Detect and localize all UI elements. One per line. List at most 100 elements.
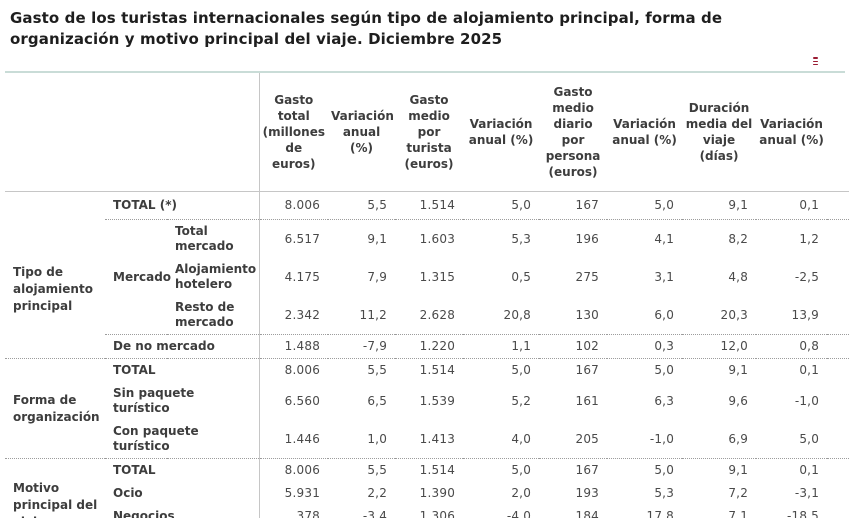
data-cell: 5,3 [654,486,675,501]
data-cell: 2.342 [258,296,329,336]
data-cell: 5,2 [511,393,532,408]
row-label: Ocio [113,486,143,501]
data-cell: 5,0 [607,191,683,221]
table-row: Resto de mercado 2.342 11,2 2.628 20,8 1… [5,296,850,336]
row-label: TOTAL [113,463,156,478]
data-cell: 5,0 [654,463,675,478]
data-cell: 1,1 [463,334,540,360]
kebab-dot [813,64,818,66]
data-cell: 378 [258,505,329,518]
data-table-frame: Gasto total (millones de euros) Variació… [5,71,850,518]
col-header: Variación anual (%) [607,73,683,193]
data-cell: 5,0 [463,191,540,221]
data-cell: 6,9 [682,420,757,460]
data-cell: 161 [575,393,600,408]
col-header: Gasto medio diario por persona (euros) [539,73,608,193]
data-cell: 13,9 [756,296,828,336]
data-cell: 0,5 [511,269,532,284]
data-cell: 1.514 [419,463,456,478]
row-spacer [827,220,849,259]
data-cell: 5,0 [511,463,532,478]
data-cell: 102 [539,334,608,360]
data-cell: 4,8 [728,269,749,284]
row-spacer [827,459,849,483]
data-cell: 1.603 [419,231,456,246]
data-cell: 9,1 [728,363,749,378]
header-spacer [827,73,850,193]
data-cell: 9,1 [682,191,757,221]
group-label: Forma de organización [5,358,105,460]
row-spacer [827,382,849,420]
data-cell: 5,0 [654,363,675,378]
data-cell: -7,9 [328,334,396,360]
toolbar [5,49,845,71]
data-cell: 0,3 [607,334,683,360]
data-cell: 8.006 [258,358,329,383]
data-cell: 0,1 [799,363,820,378]
data-cell: 0,8 [756,334,828,360]
data-cell: 12,0 [682,334,757,360]
table-row: TOTAL (*) 8.006 5,5 1.514 5,0 167 5,0 9,… [5,191,850,221]
table-row: Negocios 378 -3,4 1.306 -4,0 184 17,8 7,… [5,505,849,518]
row-label: TOTAL [113,363,156,378]
data-cell: 9,6 [728,393,749,408]
data-cell: -2,5 [794,269,820,284]
col-header: Gasto total (millones de euros) [258,73,329,193]
data-cell: 5,5 [328,191,396,221]
data-cell: -3,1 [794,486,820,501]
data-cell: 196 [575,231,600,246]
row-label: Negocios [113,509,175,518]
data-cell: 4,0 [463,420,540,460]
data-cell: 8,2 [728,231,749,246]
data-cell: 275 [575,269,600,284]
data-cell: 1,2 [799,231,820,246]
data-cell: 7,1 [728,509,749,518]
data-cell: 1.446 [258,420,329,460]
data-cell: 9,1 [367,231,388,246]
table-row: Alojamiento hotelero 4.175 7,9 1.315 0,5… [5,258,849,297]
data-cell: 20,3 [682,296,757,336]
kebab-menu-icon[interactable] [812,56,819,66]
row-spacer [827,296,850,336]
data-cell: 5,3 [511,231,532,246]
row-spacer [827,359,849,383]
data-cell: 2,0 [511,486,532,501]
data-cell: 1.539 [419,393,456,408]
data-cell: 4,1 [654,231,675,246]
page-title: Gasto de los turistas internacionales se… [10,9,723,48]
data-cell: 20,8 [463,296,540,336]
data-cell: -18,5 [786,509,820,518]
col-header: Variación anual (%) [328,73,396,193]
group-label: Motivo principal del viaje [13,480,98,518]
data-cell: 1.488 [258,334,329,360]
data-cell: 1.514 [395,191,464,221]
row-spacer [827,420,850,460]
row-label: TOTAL (*) [105,191,260,221]
data-cell: 6.517 [258,219,329,259]
data-cell: 5,0 [511,363,532,378]
group-empty-cell [5,192,105,220]
data-cell: 1.306 [419,509,456,518]
data-cell: 205 [539,420,608,460]
row-label: Alojamiento hotelero [175,262,257,292]
data-cell: 4.175 [258,258,329,297]
col-header: Duración media del viaje (días) [682,73,757,193]
row-label: Resto de mercado [167,296,260,336]
data-cell: 184 [575,509,600,518]
table-row: Sin paquete turístico 6.560 6,5 1.539 5,… [5,382,849,421]
data-cell: 2,2 [367,486,388,501]
data-cell: 167 [575,463,600,478]
table-row: Ocio 5.931 2,2 1.390 2,0 193 5,3 7,2 -3,… [5,482,849,506]
row-label: Sin paquete turístico [113,386,195,416]
data-cell: 193 [575,486,600,501]
data-cell: 5,0 [756,420,828,460]
table-row: Motivo principal del viaje TOTAL 8.006 5… [5,458,849,518]
data-cell: 17,8 [646,509,675,518]
data-cell: 1.413 [395,420,464,460]
data-cell: 5,5 [367,363,388,378]
data-cell: 6.560 [258,382,329,421]
row-spacer [827,505,849,518]
col-header: Gasto medio por turista (euros) [395,73,464,193]
data-cell: 6,3 [654,393,675,408]
